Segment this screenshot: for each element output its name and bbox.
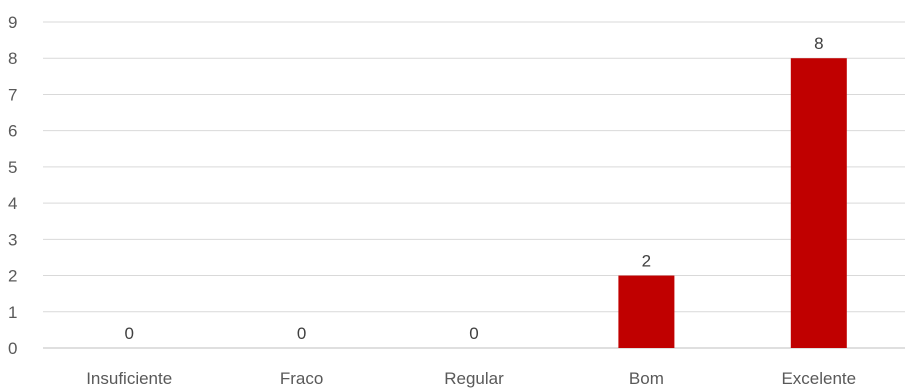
x-tick-label-excelente: Excelente (781, 369, 856, 388)
y-tick-label: 3 (8, 230, 17, 249)
data-label-bom: 2 (642, 252, 651, 271)
data-label-fraco: 0 (297, 324, 306, 343)
y-tick-label: 1 (8, 303, 17, 322)
bars (618, 58, 847, 348)
data-label-insuficiente: 0 (124, 324, 133, 343)
gridlines (43, 21, 905, 349)
y-tick-label: 6 (8, 122, 17, 141)
data-label-excelente: 8 (814, 34, 823, 53)
y-tick-label: 7 (8, 85, 17, 104)
y-tick-label: 2 (8, 267, 17, 286)
y-tick-label: 9 (8, 13, 17, 32)
x-tick-label-insuficiente: Insuficiente (86, 369, 172, 388)
x-tick-label-bom: Bom (629, 369, 664, 388)
x-tick-label-fraco: Fraco (280, 369, 323, 388)
x-tick-label-regular: Regular (444, 369, 504, 388)
data-labels: 0 0 0 2 8 (124, 34, 823, 343)
bar-excelente (790, 58, 847, 348)
bar-bom (618, 275, 675, 348)
y-axis-ticks: 0 1 2 3 4 5 6 7 8 9 (8, 13, 17, 358)
data-label-regular: 0 (469, 324, 478, 343)
y-tick-label: 8 (8, 49, 17, 68)
x-axis-ticks: Insuficiente Fraco Regular Bom Excelente (86, 369, 856, 388)
y-tick-label: 5 (8, 158, 17, 177)
y-tick-label: 4 (8, 194, 17, 213)
y-tick-label: 0 (8, 339, 17, 358)
